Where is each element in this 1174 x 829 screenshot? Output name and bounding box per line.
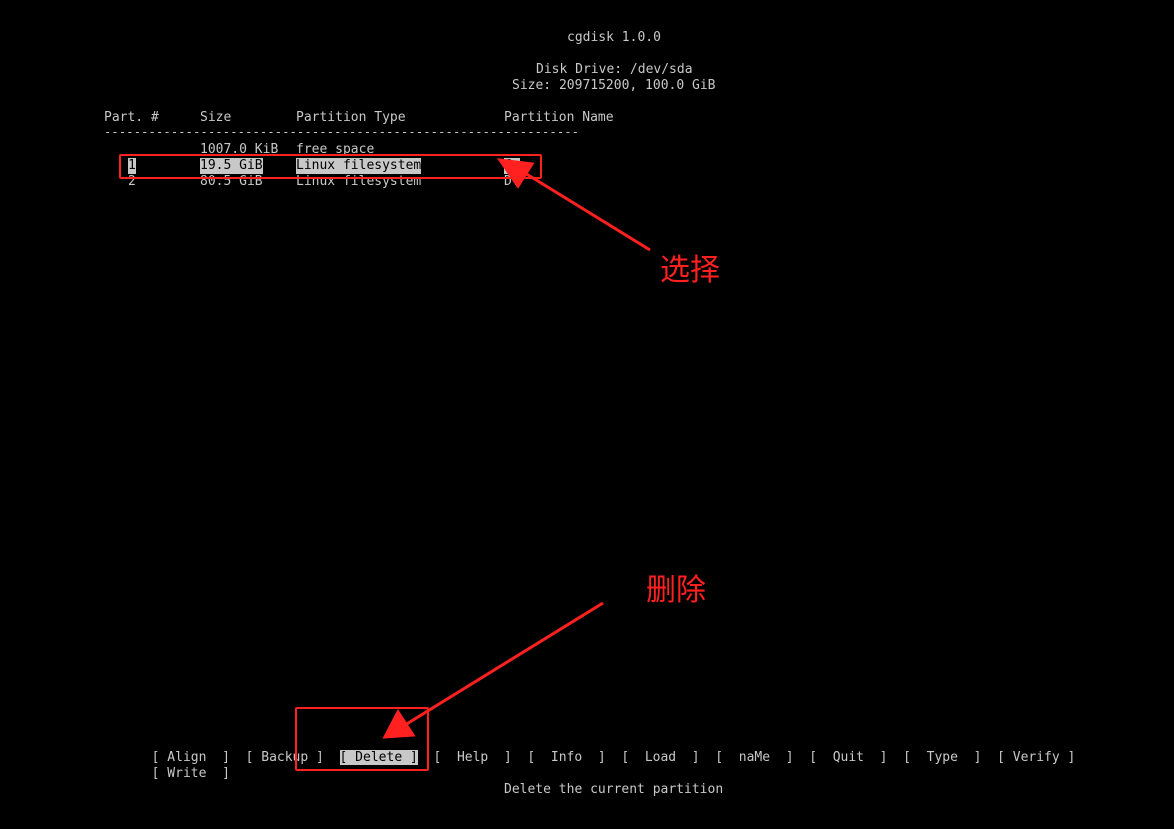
command-menu: [ Align ] [ Backup ] [ Delete ] [ Help ]… <box>136 734 1075 766</box>
menu-align-button[interactable]: [ Align ] <box>151 750 230 765</box>
table-separator: ----------------------------------------… <box>104 125 580 139</box>
select-arrow-head <box>496 158 535 189</box>
select-arrow-line <box>519 168 651 252</box>
column-header-size: Size <box>200 110 232 125</box>
command-menu-row2: [ Write ] <box>136 750 230 782</box>
menu-name-button[interactable]: [ naMe ] <box>715 750 794 765</box>
delete-arrow-head <box>382 709 416 739</box>
menu-load-button[interactable]: [ Load ] <box>621 750 700 765</box>
menu-info-button[interactable]: [ Info ] <box>527 750 606 765</box>
row-type: free space <box>296 142 375 157</box>
menu-help-button[interactable]: [ Help ] <box>433 750 512 765</box>
disk-drive-label: Disk Drive: /dev/sda <box>536 62 693 77</box>
menu-write-button[interactable]: [ Write ] <box>151 766 230 781</box>
menu-delete-button[interactable]: [ Delete ] <box>339 750 418 765</box>
row-part: 1 <box>128 158 136 174</box>
column-header-type: Partition Type <box>296 110 406 125</box>
row-size: 19.5 GiB <box>200 158 263 174</box>
menu-type-button[interactable]: [ Type ] <box>903 750 982 765</box>
delete-annotation-label: 删除 <box>646 573 706 608</box>
menu-quit-button[interactable]: [ Quit ] <box>809 750 888 765</box>
menu-verify-button[interactable]: [ Verify ] <box>997 750 1076 765</box>
column-header-part: Part. # <box>104 110 159 125</box>
row-type: Linux filesystem <box>296 158 422 174</box>
selection-highlight-box <box>119 154 542 179</box>
column-header-name: Partition Name <box>504 110 614 125</box>
row-size: 1007.0 KiB <box>200 142 279 157</box>
status-line: Delete the current partition <box>504 782 724 797</box>
row-part: 2 <box>128 174 136 189</box>
delete-highlight-box <box>295 707 429 771</box>
select-annotation-label: 选择 <box>660 253 720 288</box>
app-title: cgdisk 1.0.0 <box>567 30 661 45</box>
disk-size-label: Size: 209715200, 100.0 GiB <box>512 78 716 93</box>
delete-arrow-line <box>404 601 604 727</box>
